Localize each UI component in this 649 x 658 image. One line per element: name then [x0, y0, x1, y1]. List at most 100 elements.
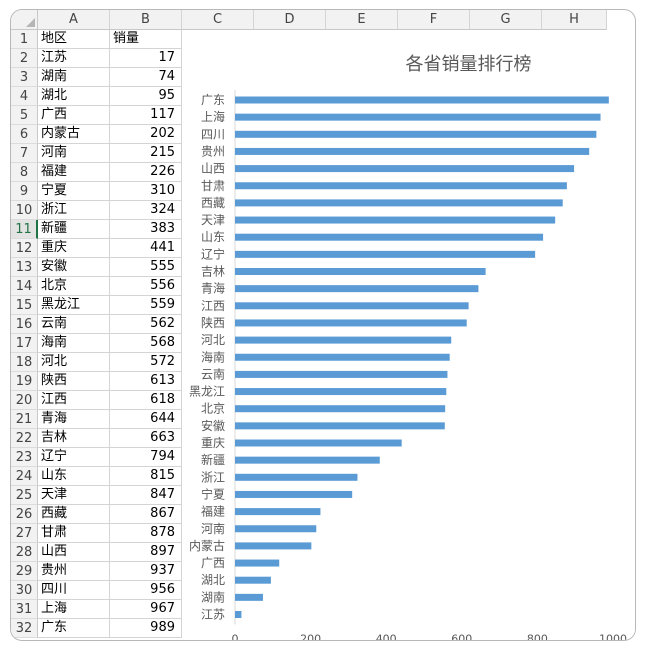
sales-cell[interactable]: 556	[110, 277, 182, 296]
region-cell[interactable]: 安徽	[38, 258, 110, 277]
sales-cell[interactable]: 663	[110, 429, 182, 448]
region-cell[interactable]: 辽宁	[38, 448, 110, 467]
sales-cell[interactable]: 867	[110, 505, 182, 524]
row-header-32[interactable]: 32	[11, 619, 38, 638]
region-cell[interactable]: 河北	[38, 353, 110, 372]
region-cell[interactable]: 陕西	[38, 372, 110, 391]
row-header-20[interactable]: 20	[11, 391, 38, 410]
region-cell[interactable]: 福建	[38, 163, 110, 182]
column-header-g[interactable]: G	[470, 10, 542, 30]
sales-cell[interactable]: 956	[110, 581, 182, 600]
region-cell[interactable]: 湖南	[38, 68, 110, 87]
row-header-6[interactable]: 6	[11, 125, 38, 144]
row-header-29[interactable]: 29	[11, 562, 38, 581]
row-header-3[interactable]: 3	[11, 68, 38, 87]
column-header-h[interactable]: H	[542, 10, 607, 30]
row-header-13[interactable]: 13	[11, 258, 38, 277]
region-cell[interactable]: 云南	[38, 315, 110, 334]
row-header-9[interactable]: 9	[11, 182, 38, 201]
sales-cell[interactable]: 794	[110, 448, 182, 467]
region-cell[interactable]: 天津	[38, 486, 110, 505]
sales-cell[interactable]: 383	[110, 220, 182, 239]
region-cell[interactable]: 宁夏	[38, 182, 110, 201]
sales-header-cell[interactable]: 销量	[110, 30, 182, 49]
sales-cell[interactable]: 937	[110, 562, 182, 581]
sales-cell[interactable]: 95	[110, 87, 182, 106]
region-cell[interactable]: 北京	[38, 277, 110, 296]
region-cell[interactable]: 山西	[38, 543, 110, 562]
region-cell[interactable]: 黑龙江	[38, 296, 110, 315]
region-cell[interactable]: 湖北	[38, 87, 110, 106]
sales-cell[interactable]: 618	[110, 391, 182, 410]
column-header-a[interactable]: A	[38, 10, 110, 30]
sales-cell[interactable]: 559	[110, 296, 182, 315]
region-cell[interactable]: 江西	[38, 391, 110, 410]
sales-cell[interactable]: 644	[110, 410, 182, 429]
region-cell[interactable]: 吉林	[38, 429, 110, 448]
row-header-16[interactable]: 16	[11, 315, 38, 334]
row-header-24[interactable]: 24	[11, 467, 38, 486]
row-header-17[interactable]: 17	[11, 334, 38, 353]
row-header-4[interactable]: 4	[11, 87, 38, 106]
sales-cell[interactable]: 967	[110, 600, 182, 619]
row-header-31[interactable]: 31	[11, 600, 38, 619]
region-cell[interactable]: 甘肃	[38, 524, 110, 543]
region-cell[interactable]: 内蒙古	[38, 125, 110, 144]
row-header-28[interactable]: 28	[11, 543, 38, 562]
region-cell[interactable]: 重庆	[38, 239, 110, 258]
row-header-5[interactable]: 5	[11, 106, 38, 125]
region-cell[interactable]: 广西	[38, 106, 110, 125]
row-header-2[interactable]: 2	[11, 49, 38, 68]
row-header-11[interactable]: 11	[11, 220, 38, 239]
sales-cell[interactable]: 117	[110, 106, 182, 125]
region-cell[interactable]: 上海	[38, 600, 110, 619]
column-header-b[interactable]: B	[110, 10, 182, 30]
row-header-30[interactable]: 30	[11, 581, 38, 600]
row-header-18[interactable]: 18	[11, 353, 38, 372]
sales-cell[interactable]: 568	[110, 334, 182, 353]
sales-cell[interactable]: 897	[110, 543, 182, 562]
row-header-1[interactable]: 1	[11, 30, 38, 49]
region-cell[interactable]: 青海	[38, 410, 110, 429]
row-header-15[interactable]: 15	[11, 296, 38, 315]
row-header-10[interactable]: 10	[11, 201, 38, 220]
sales-cell[interactable]: 17	[110, 49, 182, 68]
sales-cell[interactable]: 202	[110, 125, 182, 144]
column-header-f[interactable]: F	[398, 10, 470, 30]
bar-chart[interactable]: 各省销量排行榜 江苏 湖南 湖北 广西 内蒙古 河南 福建 宁夏 浙江 新疆 重庆 安徽 北京 黑龙江 云南…	[183, 30, 635, 640]
sales-cell[interactable]: 572	[110, 353, 182, 372]
sales-cell[interactable]: 226	[110, 163, 182, 182]
row-header-8[interactable]: 8	[11, 163, 38, 182]
row-header-22[interactable]: 22	[11, 429, 38, 448]
sales-cell[interactable]: 74	[110, 68, 182, 87]
region-cell[interactable]: 西藏	[38, 505, 110, 524]
column-header-e[interactable]: E	[326, 10, 398, 30]
region-cell[interactable]: 新疆	[38, 220, 110, 239]
row-header-12[interactable]: 12	[11, 239, 38, 258]
sales-cell[interactable]: 441	[110, 239, 182, 258]
row-header-23[interactable]: 23	[11, 448, 38, 467]
row-header-21[interactable]: 21	[11, 410, 38, 429]
sales-cell[interactable]: 310	[110, 182, 182, 201]
column-header-d[interactable]: D	[254, 10, 326, 30]
sales-cell[interactable]: 562	[110, 315, 182, 334]
row-header-14[interactable]: 14	[11, 277, 38, 296]
region-cell[interactable]: 广东	[38, 619, 110, 638]
sales-cell[interactable]: 847	[110, 486, 182, 505]
sales-cell[interactable]: 215	[110, 144, 182, 163]
region-cell[interactable]: 海南	[38, 334, 110, 353]
region-cell[interactable]: 河南	[38, 144, 110, 163]
sales-cell[interactable]: 324	[110, 201, 182, 220]
column-header-c[interactable]: C	[182, 10, 254, 30]
region-cell[interactable]: 浙江	[38, 201, 110, 220]
sales-cell[interactable]: 555	[110, 258, 182, 277]
sales-cell[interactable]: 989	[110, 619, 182, 638]
row-header-7[interactable]: 7	[11, 144, 38, 163]
row-header-19[interactable]: 19	[11, 372, 38, 391]
sales-cell[interactable]: 815	[110, 467, 182, 486]
sales-cell[interactable]: 878	[110, 524, 182, 543]
row-header-27[interactable]: 27	[11, 524, 38, 543]
select-all-corner[interactable]	[11, 10, 38, 30]
region-cell[interactable]: 江苏	[38, 49, 110, 68]
sales-cell[interactable]: 613	[110, 372, 182, 391]
